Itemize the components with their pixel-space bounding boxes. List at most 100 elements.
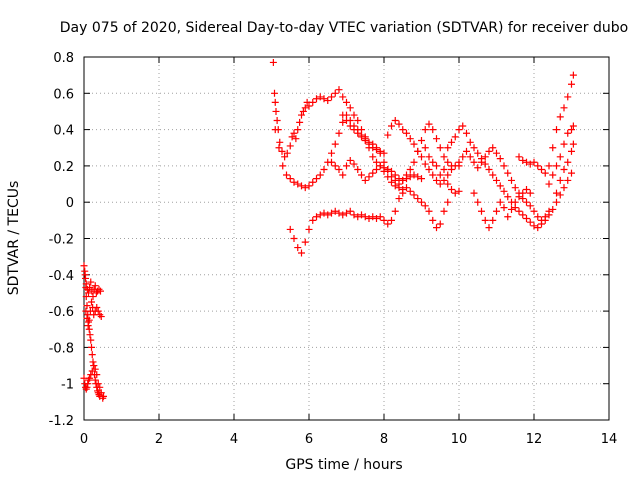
data-point-late-segment bbox=[425, 207, 433, 215]
data-point-late-segment bbox=[440, 176, 448, 184]
data-point-late-segment bbox=[403, 129, 410, 137]
data-point-late-segment bbox=[541, 169, 549, 177]
data-point-late-segment bbox=[410, 158, 418, 166]
data-point-late-segment bbox=[564, 93, 572, 101]
data-point-late-segment bbox=[290, 178, 298, 186]
data-point-late-segment bbox=[569, 122, 577, 130]
data-point-late-segment bbox=[496, 198, 504, 206]
data-point-late-segment bbox=[564, 176, 572, 184]
x-tick-label: 4 bbox=[230, 432, 238, 447]
data-point-early-segment bbox=[97, 389, 105, 397]
y-tick-label: -0.6 bbox=[49, 305, 74, 320]
x-tick-label: 14 bbox=[601, 432, 618, 447]
data-point-early-segment bbox=[87, 336, 95, 344]
data-point-late-segment bbox=[316, 171, 324, 179]
data-point-late-segment bbox=[485, 147, 493, 155]
data-point-late-segment bbox=[296, 118, 304, 126]
x-tick-label: 10 bbox=[451, 432, 468, 447]
data-point-early-segment bbox=[86, 331, 94, 339]
data-point-late-segment bbox=[489, 171, 497, 179]
data-point-late-segment bbox=[380, 167, 388, 175]
data-point-late-segment bbox=[369, 144, 377, 152]
data-point-late-segment bbox=[324, 211, 332, 219]
data-point-late-segment bbox=[286, 142, 294, 150]
data-point-late-segment bbox=[545, 180, 553, 188]
data-point-early-segment bbox=[80, 262, 88, 270]
data-point-late-segment bbox=[388, 122, 395, 130]
data-point-late-segment bbox=[301, 184, 309, 192]
data-point-late-segment bbox=[290, 235, 298, 242]
data-point-late-segment bbox=[414, 173, 422, 181]
data-point-late-segment bbox=[331, 162, 339, 170]
data-point-early-segment bbox=[82, 293, 90, 301]
data-point-late-segment bbox=[541, 213, 549, 221]
data-point-late-segment bbox=[459, 122, 467, 130]
data-point-late-segment bbox=[444, 158, 452, 166]
data-point-late-segment bbox=[568, 80, 575, 88]
data-point-late-segment bbox=[414, 195, 422, 203]
data-point-late-segment bbox=[481, 160, 489, 168]
data-point-late-segment bbox=[440, 207, 448, 215]
data-point-late-segment bbox=[466, 153, 474, 161]
data-point-late-segment bbox=[373, 146, 380, 154]
data-point-late-segment bbox=[481, 153, 489, 161]
data-point-late-segment bbox=[436, 171, 444, 179]
data-point-early-segment bbox=[96, 383, 104, 391]
data-point-late-segment bbox=[354, 213, 362, 221]
data-point-late-segment bbox=[350, 126, 358, 134]
data-point-early-segment bbox=[100, 392, 107, 400]
y-tick-labels: -1.2 -1 -0.8 -0.6 -0.4 -0.2 0 0.2 0.4 0.6 0.8 bbox=[49, 51, 74, 429]
data-point-late-segment bbox=[515, 153, 523, 161]
data-point-early-segment bbox=[90, 362, 98, 370]
data-point-early-segment bbox=[89, 358, 97, 366]
data-point-late-segment bbox=[436, 144, 444, 152]
x-tick-label: 12 bbox=[526, 432, 543, 447]
data-point-late-segment bbox=[553, 198, 560, 206]
data-point-late-segment bbox=[530, 222, 538, 230]
data-point-late-segment bbox=[328, 158, 335, 166]
data-point-late-segment bbox=[373, 215, 380, 223]
data-point-late-segment bbox=[313, 213, 320, 221]
data-point-late-segment bbox=[526, 218, 534, 226]
data-point-early-segment bbox=[85, 325, 93, 333]
data-point-late-segment bbox=[365, 215, 373, 223]
data-point-late-segment bbox=[534, 224, 542, 232]
data-point-late-segment bbox=[455, 126, 463, 134]
data-point-early-segment bbox=[88, 298, 95, 306]
data-point-late-segment bbox=[451, 133, 459, 141]
data-point-late-segment bbox=[331, 207, 339, 215]
data-point-late-segment bbox=[320, 166, 328, 174]
data-point-late-segment bbox=[425, 120, 433, 128]
data-point-late-segment bbox=[406, 166, 414, 174]
data-point-late-segment bbox=[391, 117, 399, 125]
data-point-late-segment bbox=[380, 216, 388, 224]
data-point-late-segment bbox=[361, 136, 369, 144]
data-point-late-segment bbox=[470, 144, 478, 152]
data-point-late-segment bbox=[369, 213, 377, 221]
data-point-late-segment bbox=[376, 147, 384, 155]
data-point-late-segment bbox=[399, 126, 407, 134]
data-point-late-segment bbox=[463, 147, 470, 155]
data-point-late-segment bbox=[429, 171, 437, 179]
data-point-late-segment bbox=[436, 220, 444, 228]
data-point-late-segment bbox=[410, 171, 418, 179]
data-point-late-segment bbox=[290, 129, 298, 137]
data-point-late-segment bbox=[358, 211, 365, 219]
data-point-late-segment bbox=[421, 144, 429, 152]
data-point-late-segment bbox=[429, 126, 437, 134]
data-point-late-segment bbox=[395, 120, 403, 128]
data-point-early-segment bbox=[81, 271, 89, 279]
data-point-late-segment bbox=[530, 158, 538, 166]
data-point-late-segment bbox=[269, 58, 277, 66]
data-point-late-segment bbox=[399, 176, 407, 184]
data-point-late-segment bbox=[346, 122, 354, 130]
data-point-late-segment bbox=[504, 213, 512, 221]
data-point-late-segment bbox=[560, 140, 568, 148]
data-point-early-segment bbox=[87, 278, 95, 286]
y-tick-label: 0.6 bbox=[53, 87, 74, 102]
data-point-late-segment bbox=[429, 158, 437, 166]
data-point-late-segment bbox=[331, 89, 339, 97]
data-point-late-segment bbox=[560, 104, 568, 112]
data-point-late-segment bbox=[433, 162, 440, 170]
